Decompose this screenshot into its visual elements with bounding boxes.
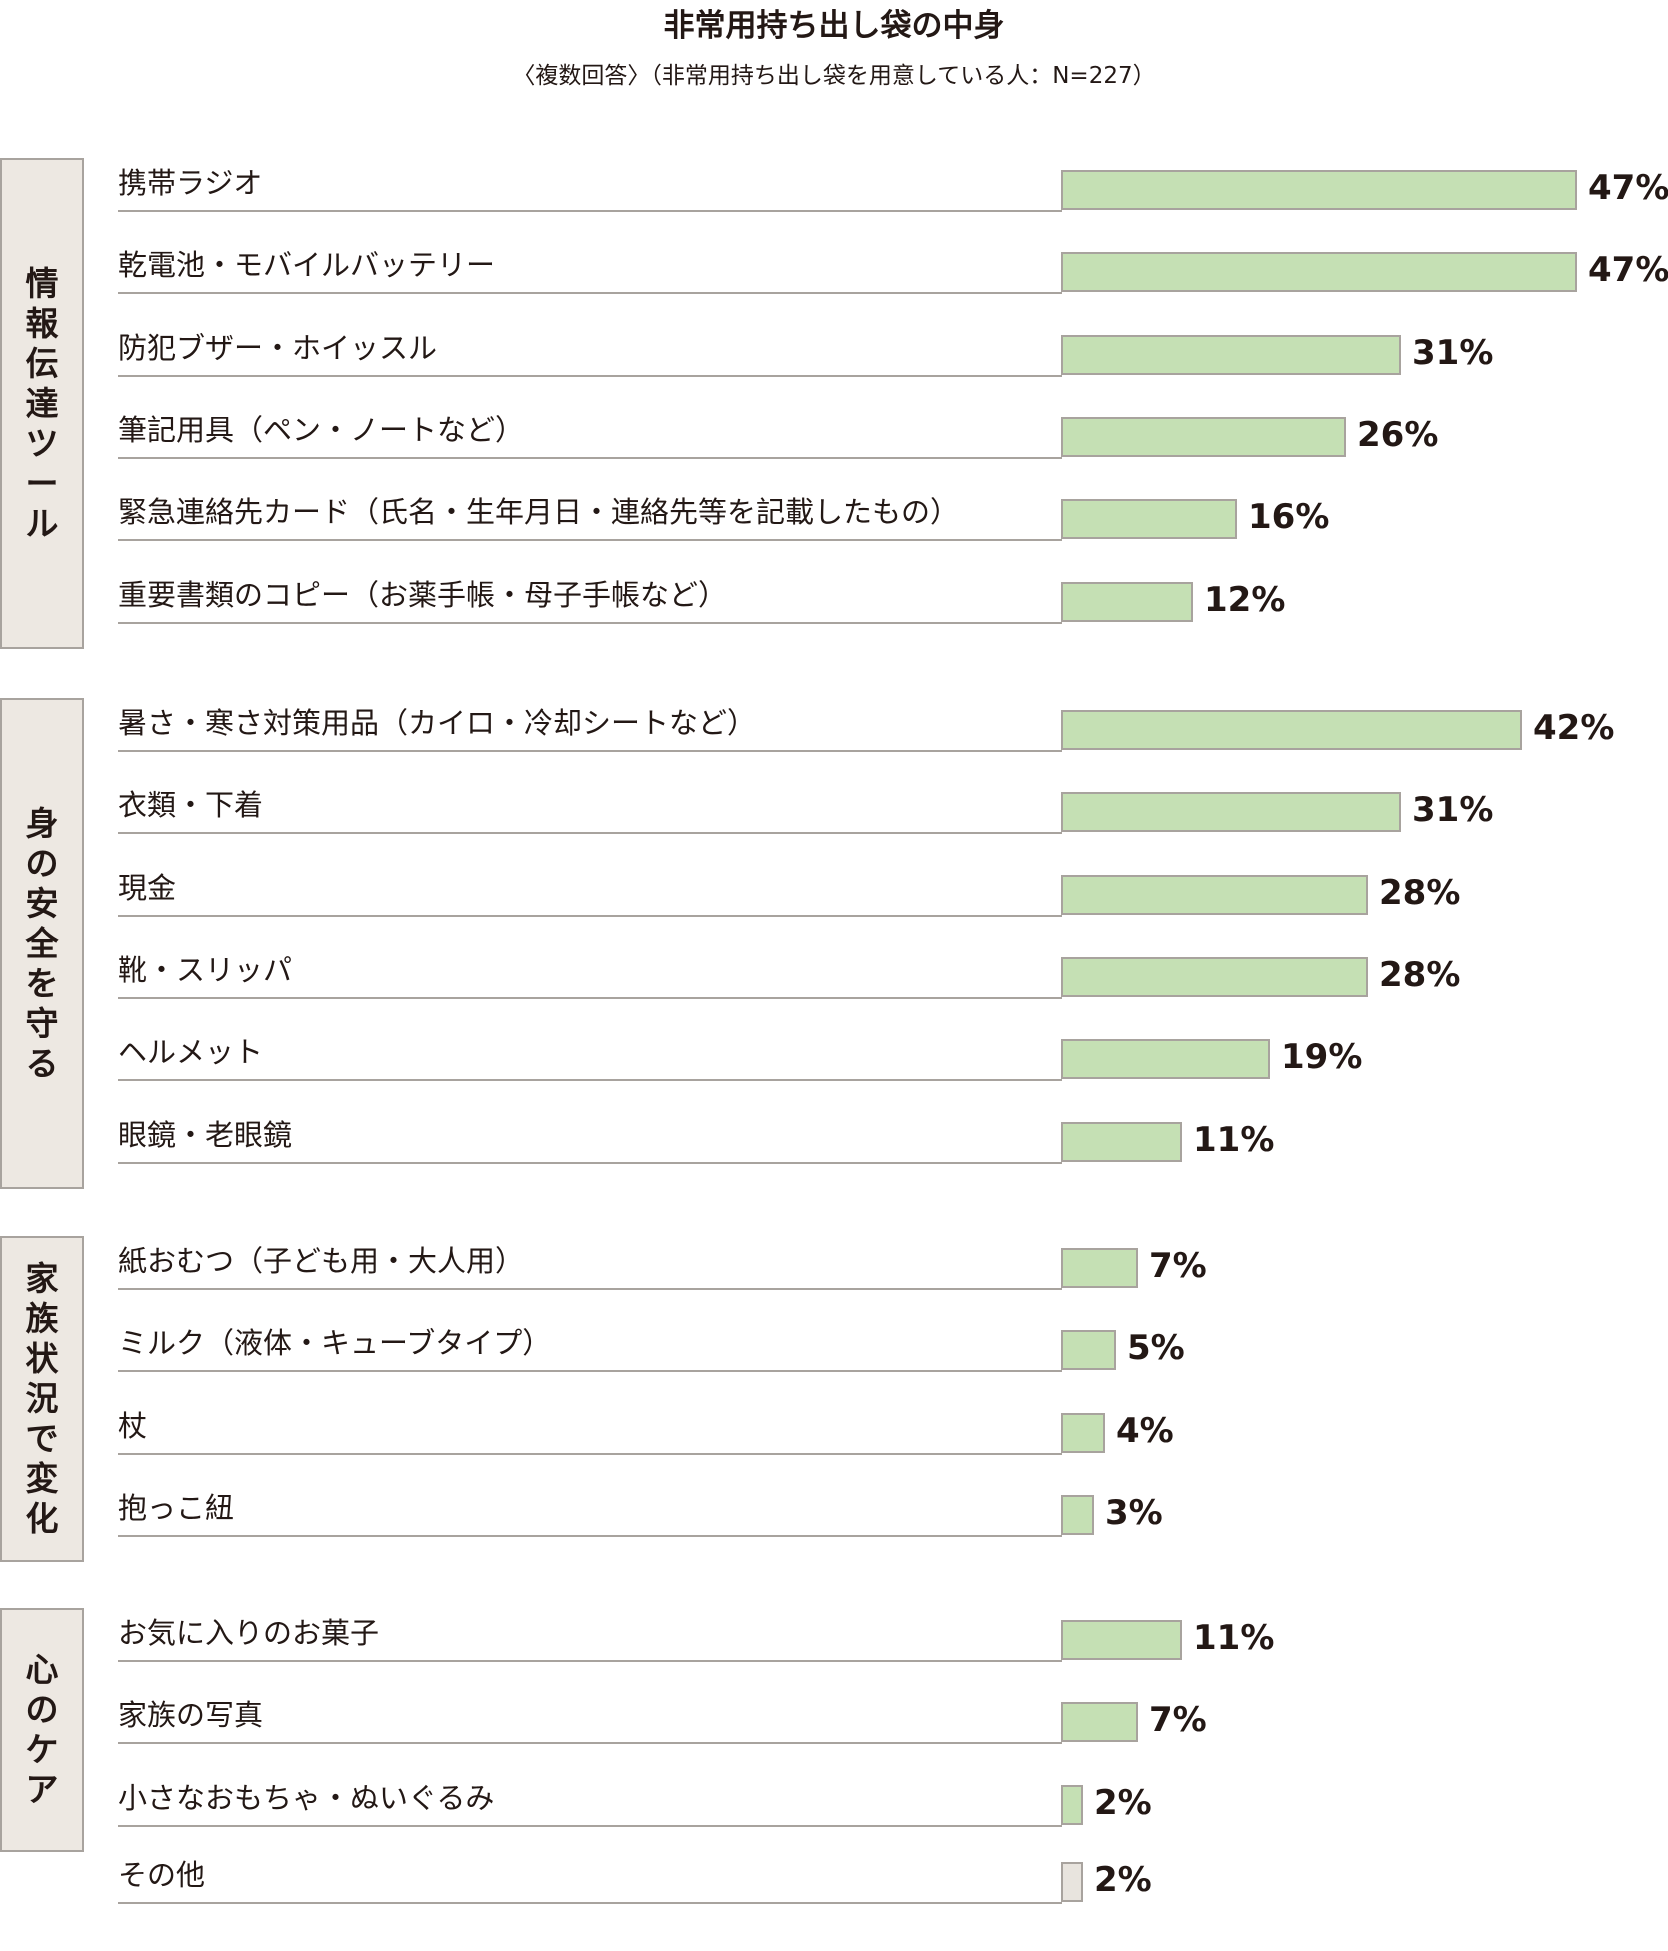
value-label: 12% — [1204, 580, 1286, 620]
value-label: 19% — [1281, 1037, 1363, 1077]
row-label: その他 — [118, 1858, 206, 1892]
chart-subtitle: 〈複数回答〉（非常用持ち出し袋を用意している人：N=227） — [512, 63, 1156, 89]
chart-title: 非常用持ち出し袋の中身 — [663, 8, 1005, 44]
row-divider — [118, 375, 1062, 377]
row-label: 衣類・下着 — [118, 788, 264, 822]
value-label: 16% — [1248, 497, 1330, 537]
bar — [1061, 1785, 1083, 1825]
value-label: 11% — [1193, 1618, 1275, 1658]
row-divider — [118, 750, 1062, 752]
group-label: 情 報 伝 達 ツ ー ル — [25, 263, 59, 543]
row-divider — [118, 457, 1062, 459]
group-label: 家 族 状 況 で 変 化 — [25, 1259, 59, 1538]
value-label: 7% — [1149, 1700, 1207, 1740]
row-label: 杖 — [118, 1409, 148, 1443]
value-label: 31% — [1412, 333, 1494, 373]
value-label: 2% — [1094, 1860, 1152, 1900]
row-label: ミルク（液体・キューブタイプ） — [118, 1326, 552, 1360]
group-label: 心 の ケ ア — [25, 1650, 59, 1809]
row-label: お気に入りのお菓子 — [118, 1616, 380, 1650]
row-label: 筆記用具（ペン・ノートなど） — [118, 413, 525, 447]
bar — [1061, 582, 1193, 622]
row-divider — [118, 292, 1062, 294]
value-label: 2% — [1094, 1783, 1152, 1823]
row-divider — [118, 1370, 1062, 1372]
bar — [1061, 710, 1522, 750]
value-label: 4% — [1116, 1411, 1174, 1451]
bar — [1061, 1495, 1094, 1535]
row-label: ヘルメット — [118, 1035, 264, 1069]
bar — [1061, 1248, 1138, 1288]
row-label: 紙おむつ（子ども用・大人用） — [118, 1244, 525, 1278]
bar — [1061, 1122, 1182, 1162]
row-label: 靴・スリッパ — [118, 953, 293, 987]
row-label: 小さなおもちゃ・ぬいぐるみ — [118, 1781, 495, 1815]
bar — [1061, 1039, 1270, 1079]
group-label: 身 の 安 全 を 守 る — [25, 803, 59, 1083]
value-label: 42% — [1533, 708, 1615, 748]
value-label: 31% — [1412, 790, 1494, 830]
bar — [1061, 1620, 1182, 1660]
row-divider — [118, 1535, 1062, 1537]
value-label: 47% — [1588, 250, 1668, 290]
bar — [1061, 417, 1346, 457]
row-label: 携帯ラジオ — [118, 166, 263, 200]
row-divider — [118, 1162, 1062, 1164]
value-label: 11% — [1193, 1120, 1275, 1160]
row-label: 抱っこ紐 — [118, 1491, 235, 1525]
bar — [1061, 792, 1401, 832]
value-label: 7% — [1149, 1246, 1207, 1286]
row-label: 乾電池・モバイルバッテリー — [118, 248, 496, 282]
row-label: 重要書類のコピー（お薬手帳・母子手帳など） — [118, 578, 728, 612]
row-divider — [118, 539, 1062, 541]
bar — [1061, 499, 1237, 539]
bar — [1061, 957, 1368, 997]
group-box — [0, 1608, 84, 1852]
row-divider — [118, 1079, 1062, 1081]
row-divider — [118, 1825, 1062, 1827]
row-label: 眼鏡・老眼鏡 — [118, 1118, 293, 1152]
row-label: 暑さ・寒さ対策用品（カイロ・冷却シートなど） — [118, 706, 757, 740]
bar — [1061, 875, 1368, 915]
bar — [1061, 335, 1401, 375]
group-box — [0, 158, 84, 649]
value-label: 26% — [1357, 415, 1439, 455]
row-label: 防犯ブザー・ホイッスル — [118, 331, 438, 365]
row-divider — [118, 1660, 1062, 1662]
row-divider — [118, 1742, 1062, 1744]
row-divider — [118, 832, 1062, 834]
bar — [1061, 170, 1577, 210]
bar — [1061, 252, 1577, 292]
bar — [1061, 1330, 1116, 1370]
row-label: 家族の写真 — [118, 1698, 264, 1732]
value-label: 28% — [1379, 955, 1461, 995]
value-label: 3% — [1105, 1493, 1163, 1533]
row-label: 緊急連絡先カード（氏名・生年月日・連絡先等を記載したもの） — [118, 495, 960, 529]
row-label: 現金 — [118, 871, 177, 905]
row-divider — [118, 1288, 1062, 1290]
group-box — [0, 698, 84, 1189]
bar — [1061, 1862, 1083, 1902]
bar — [1061, 1413, 1105, 1453]
row-divider — [118, 915, 1062, 917]
row-divider — [118, 1902, 1062, 1904]
row-divider — [118, 210, 1062, 212]
value-label: 28% — [1379, 873, 1461, 913]
row-divider — [118, 622, 1062, 624]
value-label: 5% — [1127, 1328, 1185, 1368]
group-box — [0, 1236, 84, 1562]
value-label: 47% — [1588, 168, 1668, 208]
bar — [1061, 1702, 1138, 1742]
row-divider — [118, 997, 1062, 999]
row-divider — [118, 1453, 1062, 1455]
